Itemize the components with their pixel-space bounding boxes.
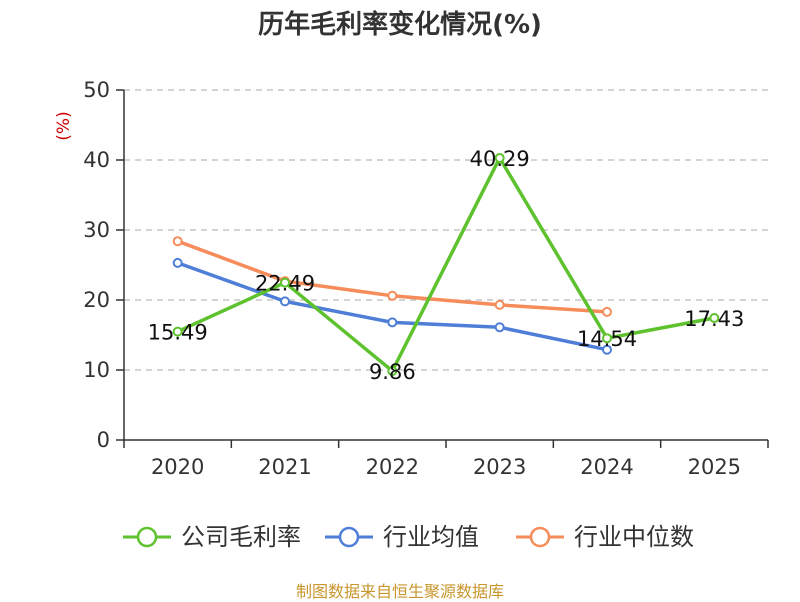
legend-marker [338,526,360,548]
y-tick-label: 20 [83,288,110,312]
legend-label: 公司毛利率 [181,523,301,551]
axes: 0 10 20 30 40 50 2020 2021 2022 2023 2024 2025 [83,78,769,479]
data-point [602,306,612,317]
y-tick-label: 0 [97,428,110,452]
data-point [387,317,398,328]
series-lines [172,152,720,376]
data-point [387,290,398,301]
data-label: 15.49 [148,321,208,345]
data-point [280,277,290,288]
data-label: 17.43 [684,307,744,331]
data-labels: 15.49 22.49 9.86 40.29 14.54 17.43 [148,147,745,384]
data-point [494,322,505,333]
x-tick-label: 2024 [580,455,633,479]
data-point [494,152,505,163]
data-point [280,296,290,307]
data-point [172,236,183,247]
legend-marker [136,526,158,548]
chart-title: 历年毛利率变化情况(%) [258,10,542,40]
x-tick-label: 2022 [366,455,419,479]
legend-label: 行业中位数 [574,523,694,551]
data-point [709,312,720,323]
legend-label: 行业均值 [383,523,479,551]
x-tick-label: 2023 [473,455,526,479]
gridlines [124,89,768,371]
data-label: 14.54 [577,327,637,351]
data-label: 9.86 [369,360,416,384]
legend-marker [529,526,551,548]
series-line [175,156,717,373]
x-tick-label: 2020 [151,455,204,479]
legend: 公司毛利率 行业均值 行业中位数 [123,523,694,551]
data-point [172,326,183,337]
data-label: 40.29 [470,147,530,171]
y-tick-label: 30 [83,218,110,242]
data-point [494,299,505,310]
x-tick-label: 2025 [688,455,741,479]
data-point [387,365,398,376]
y-tick-label: 50 [83,78,110,102]
data-point [602,333,612,344]
y-tick-label: 10 [83,358,110,382]
x-tick-label: 2021 [258,455,311,479]
data-point [172,257,183,268]
y-axis-unit-label: (%) [54,111,74,140]
y-tick-label: 40 [83,148,110,172]
data-point [602,344,612,355]
source-note: 制图数据来自恒生聚源数据库 [295,582,504,601]
data-label: 22.49 [255,272,315,296]
